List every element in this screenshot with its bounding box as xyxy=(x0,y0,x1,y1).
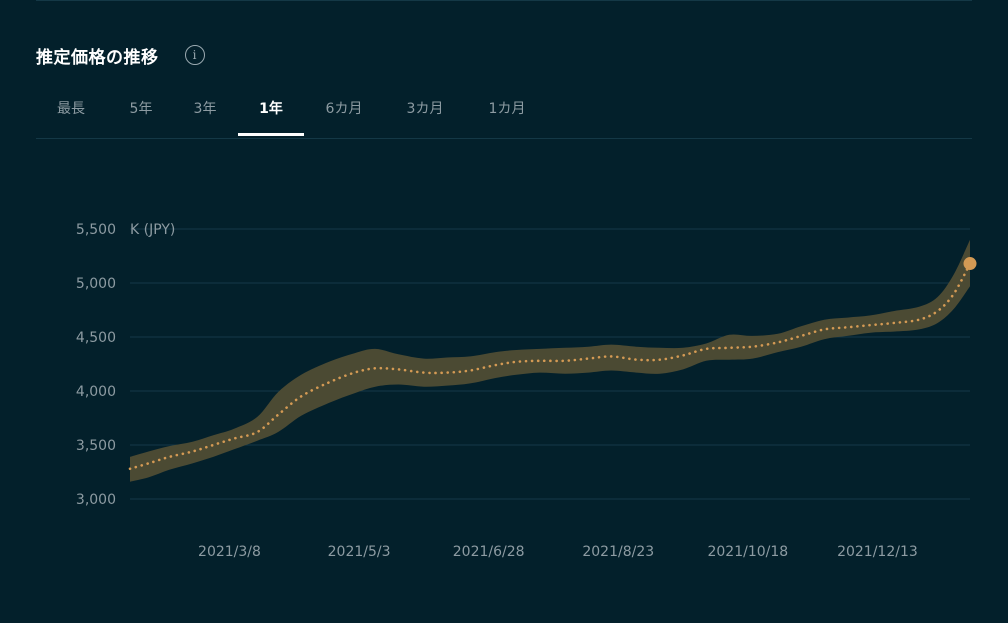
estimate-line xyxy=(128,262,972,471)
unit-label: K (JPY) xyxy=(130,222,175,238)
x-tick-label: 2021/10/18 xyxy=(707,544,788,560)
y-tick-label: 4,500 xyxy=(76,330,116,346)
tab-max[interactable]: 最長 xyxy=(57,101,85,117)
page-title: 推定価格の推移 xyxy=(36,47,159,68)
info-icon[interactable]: i xyxy=(184,45,205,65)
chart-header: 推定価格の推移 i xyxy=(36,40,205,70)
x-tick-label: 2021/3/8 xyxy=(198,544,261,560)
y-tick-label: 5,000 xyxy=(76,276,116,292)
tab-1y[interactable]: 1年 xyxy=(238,92,304,136)
y-tick-label: 5,500 xyxy=(76,222,116,238)
tab-6m[interactable]: 6カ月 xyxy=(325,101,363,117)
tab-5y[interactable]: 5年 xyxy=(129,101,153,117)
x-tick-label: 2021/12/13 xyxy=(837,544,918,560)
period-tabs: 最長 5年 3年 1年 6カ月 3カ月 1カ月 xyxy=(36,92,972,139)
y-tick-label: 3,500 xyxy=(76,438,116,454)
top-divider xyxy=(36,0,972,1)
tab-1m[interactable]: 1カ月 xyxy=(488,101,526,117)
tab-3m[interactable]: 3カ月 xyxy=(406,101,444,117)
x-tick-label: 2021/5/3 xyxy=(328,544,391,560)
latest-point-marker xyxy=(963,257,977,271)
y-tick-label: 3,000 xyxy=(76,492,116,508)
tab-3y[interactable]: 3年 xyxy=(193,101,217,117)
x-tick-label: 2021/6/28 xyxy=(453,544,525,560)
y-tick-label: 4,000 xyxy=(76,384,116,400)
x-tick-label: 2021/8/23 xyxy=(582,544,654,560)
